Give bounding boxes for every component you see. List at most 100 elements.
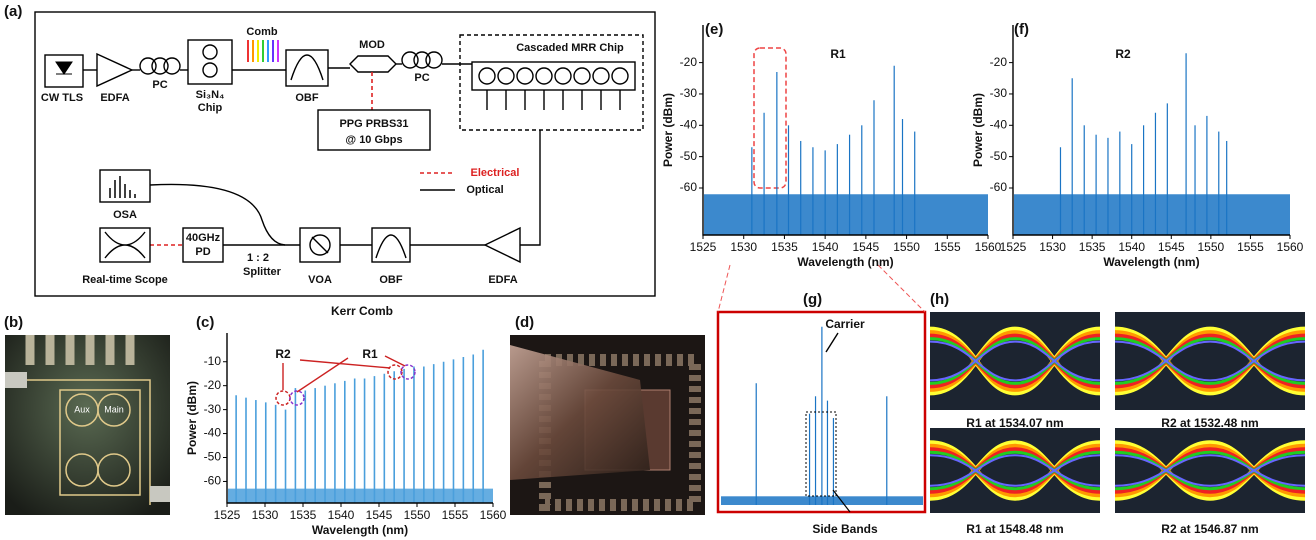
x-tick-label: 1545 — [1158, 240, 1185, 254]
highlight-circle — [275, 390, 291, 406]
diagram-label: PD — [195, 246, 210, 258]
x-axis-label: Wavelength (nm) — [797, 255, 893, 269]
x-tick-label: 1550 — [893, 240, 920, 254]
diagram-label: Chip — [198, 102, 223, 114]
x-tick-label: 1535 — [1079, 240, 1106, 254]
sideband-box — [805, 411, 837, 497]
x-tick-label: 1525 — [1000, 240, 1027, 254]
eye-caption: R1 at 1548.48 nm — [966, 522, 1063, 536]
eye-trace — [1114, 340, 1306, 382]
photo-label: Aux — [74, 404, 90, 414]
noise-floor — [228, 488, 493, 503]
y-axis-label: Power (dBm) — [185, 381, 199, 455]
package-photo — [510, 335, 705, 515]
arrow — [825, 332, 839, 353]
diagram-label: MOD — [359, 39, 385, 51]
arrow — [832, 489, 851, 513]
eye-trace — [929, 454, 1101, 487]
y-tick-label: -50 — [204, 450, 222, 464]
panel-label: (c) — [196, 314, 214, 331]
legend-label: Optical — [466, 184, 503, 196]
y-tick-label: -50 — [680, 149, 698, 163]
y-tick-label: -20 — [680, 55, 698, 69]
y-tick-label: -30 — [204, 402, 222, 416]
highlight-box — [753, 47, 787, 189]
eye-trace — [1114, 337, 1306, 385]
eye-trace — [1114, 450, 1306, 491]
x-tick-label: 1550 — [404, 508, 431, 522]
chart-title: R1 — [830, 47, 846, 61]
y-tick-label: -20 — [204, 378, 222, 392]
setup-diagram — [34, 11, 656, 297]
diagram-label: PC — [152, 79, 167, 91]
annotation: R2 — [275, 347, 291, 361]
diagram-label: Real-time Scope — [82, 274, 168, 286]
x-axis-label: Wavelength (nm) — [312, 523, 408, 537]
y-tick-label: -40 — [204, 426, 222, 440]
y-tick-label: -40 — [680, 117, 698, 131]
zoom-frame — [716, 310, 927, 514]
diagram-label: @ 10 Gbps — [345, 134, 402, 146]
y-axis-label: Power (dBm) — [661, 93, 675, 167]
highlight-circle — [289, 390, 305, 406]
zoom-connector — [717, 264, 731, 313]
x-tick-label: 1545 — [366, 508, 393, 522]
annotation: Carrier — [825, 317, 865, 331]
diagram-label: VOA — [308, 274, 332, 286]
diagram-label: Si₃N₄ — [196, 89, 225, 101]
panel-label: (g) — [803, 291, 822, 308]
diagram-label: OBF — [379, 274, 403, 286]
x-tick-label: 1530 — [1039, 240, 1066, 254]
chart-title: Kerr Comb — [331, 304, 393, 318]
photo-label: Main — [104, 404, 124, 414]
eye-trace — [1114, 454, 1306, 487]
eye-caption: R1 at 1534.07 nm — [966, 416, 1063, 430]
panel-label: (b) — [4, 314, 23, 331]
y-tick-label: -60 — [990, 180, 1008, 194]
panel-label: (d) — [515, 314, 534, 331]
diagram-label: Comb — [246, 26, 277, 38]
x-tick-label: 1540 — [328, 508, 355, 522]
x-tick-label: 1560 — [480, 508, 507, 522]
x-tick-label: 1545 — [853, 240, 880, 254]
x-tick-label: 1530 — [252, 508, 279, 522]
highlight-circle — [400, 364, 416, 380]
diagram-label: OBF — [295, 92, 319, 104]
diagram-label: PC — [414, 72, 429, 84]
diagram-label: EDFA — [488, 274, 517, 286]
eye-trace — [929, 450, 1101, 491]
eye-caption: R2 at 1546.87 nm — [1161, 522, 1258, 536]
y-tick-label: -10 — [204, 354, 222, 368]
x-tick-label: 1535 — [771, 240, 798, 254]
x-tick-label: 1550 — [1198, 240, 1225, 254]
y-tick-label: -30 — [990, 86, 1008, 100]
panel-label: (e) — [705, 21, 723, 38]
y-tick-label: -20 — [990, 55, 1008, 69]
diagram-label: PPG PRBS31 — [339, 118, 408, 130]
annotation: R1 — [362, 347, 378, 361]
diagram-label: Cascaded MRR Chip — [516, 42, 624, 54]
highlight-circle — [387, 364, 403, 380]
diagram-label: 40GHz — [186, 232, 221, 244]
legend-label: Electrical — [471, 167, 520, 179]
x-tick-label: 1525 — [690, 240, 717, 254]
eye-caption: R2 at 1532.48 nm — [1161, 416, 1258, 430]
eye-trace — [929, 340, 1101, 382]
eye-diagrams: R1 at 1534.07 nm R2 at 1532.48 nm R1 at 15… — [929, 312, 1306, 536]
annotation: Side Bands — [812, 522, 878, 536]
y-tick-label: -30 — [680, 86, 698, 100]
y-tick-label: -50 — [990, 149, 1008, 163]
arrow — [282, 355, 406, 393]
x-tick-label: 1525 — [214, 508, 241, 522]
zoom-connector — [877, 264, 926, 313]
noise-floor — [1014, 194, 1290, 235]
panel-label: (a) — [4, 3, 22, 20]
diagram-label: 1 : 2 — [247, 252, 269, 264]
eye-trace — [929, 337, 1101, 385]
chip-photo: Aux Main — [5, 335, 170, 515]
x-tick-label: 1555 — [1237, 240, 1264, 254]
x-tick-label: 1560 — [975, 240, 1002, 254]
diagram-label: EDFA — [100, 92, 129, 104]
y-tick-label: -60 — [680, 180, 698, 194]
